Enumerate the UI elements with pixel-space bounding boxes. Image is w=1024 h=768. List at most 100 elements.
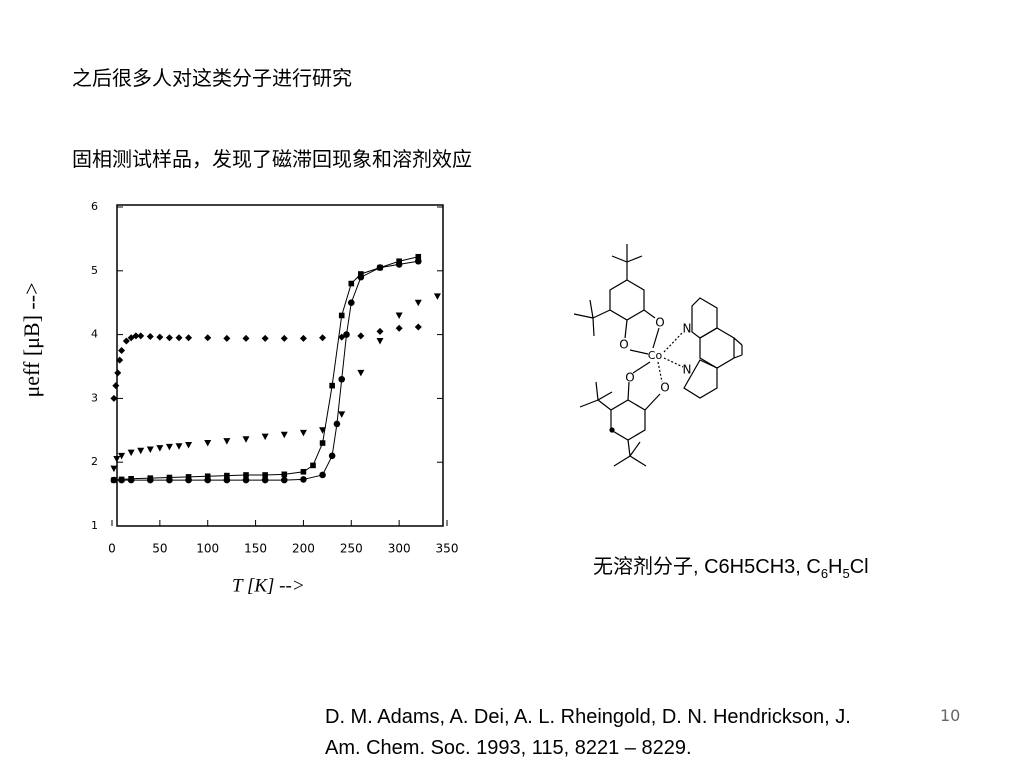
- data-point: [146, 333, 154, 341]
- chart: 1 2 3 4 5 6 0 50 100 150 200 250 300 350 T [K] --> μeff…: [19, 200, 459, 596]
- data-point: [343, 331, 350, 338]
- data-point: [395, 312, 403, 319]
- data-point: [319, 427, 327, 434]
- y-axis-label: μeff [μB] -->: [19, 283, 44, 398]
- caption-sub: 5: [842, 566, 850, 581]
- data-point: [338, 375, 346, 383]
- data-point: [110, 476, 118, 484]
- series-line: [113, 260, 419, 481]
- page-number: 10: [940, 706, 961, 725]
- data-point: [114, 369, 122, 377]
- data-point: [116, 356, 124, 364]
- x-tick-label: 200: [292, 542, 315, 556]
- data-point: [112, 382, 120, 390]
- x-tick-label: 300: [388, 542, 411, 556]
- y-tick-label: 6: [91, 200, 98, 213]
- data-point: [110, 394, 118, 402]
- atom-label: O: [655, 316, 664, 330]
- atom-label: O: [660, 381, 669, 395]
- atom-label: O: [619, 338, 628, 352]
- data-point: [310, 462, 316, 469]
- x-tick-label: 0: [108, 542, 116, 556]
- data-point: [280, 334, 288, 342]
- data-point: [433, 293, 441, 300]
- data-point: [261, 476, 269, 484]
- data-point: [300, 468, 307, 475]
- data-point: [415, 253, 422, 260]
- reference-line: Am. Chem. Soc. 1993, 115, 8221 – 8229.: [325, 737, 692, 759]
- x-tick-label: 350: [436, 542, 459, 556]
- data-point: [299, 334, 307, 342]
- data-point: [395, 324, 403, 332]
- x-tick-label: 100: [196, 542, 219, 556]
- data-point: [242, 476, 250, 484]
- data-point: [166, 476, 173, 484]
- data-point: [165, 334, 173, 342]
- data-point: [357, 273, 365, 281]
- data-point: [242, 334, 250, 342]
- plot-frame: [116, 204, 444, 527]
- molecule: O O Co N N O O: [573, 244, 743, 467]
- data-point: [414, 323, 422, 331]
- data-point: [122, 337, 130, 345]
- data-point: [146, 446, 154, 453]
- atom-label: N: [683, 322, 692, 336]
- data-point: [348, 280, 355, 287]
- data-point: [127, 334, 135, 342]
- y-tick-label: 4: [91, 328, 98, 341]
- data-point: [118, 347, 126, 355]
- data-point: [338, 333, 346, 341]
- data-point: [329, 382, 335, 389]
- data-point: [204, 476, 212, 484]
- data-point: [319, 471, 326, 479]
- data-point: [319, 334, 327, 342]
- data-point: [299, 429, 307, 437]
- caption-text: 无溶剂分子, C6H5CH3, C: [593, 556, 821, 578]
- data-point: [376, 337, 384, 345]
- caption-text: H: [828, 556, 843, 578]
- caption: 无溶剂分子, C6H5CH3, C6H5Cl: [593, 550, 869, 581]
- data-point: [338, 312, 345, 319]
- data-point: [414, 257, 422, 265]
- subheading: 固相测试样品，发现了磁滞回现象和溶剂效应: [72, 147, 472, 171]
- data-point: [156, 333, 164, 341]
- data-point: [132, 332, 140, 340]
- data-point: [223, 476, 231, 484]
- data-point: [280, 476, 288, 484]
- x-axis-label: T [K] -->: [232, 575, 305, 596]
- y-tick-label: 1: [91, 519, 98, 532]
- data-point: [118, 476, 125, 484]
- x-tick-label: 50: [152, 542, 167, 556]
- data-point: [261, 433, 269, 441]
- data-point: [127, 476, 135, 484]
- data-point: [118, 452, 126, 460]
- atom-label: Co: [648, 349, 663, 362]
- y-tick-label: 2: [91, 455, 98, 468]
- data-point: [137, 447, 145, 455]
- heading: 之后很多人对这类分子进行研究: [72, 66, 352, 90]
- data-point: [357, 332, 365, 340]
- data-point: [243, 472, 249, 478]
- data-point: [165, 443, 173, 451]
- data-point: [185, 476, 192, 484]
- data-point: [280, 431, 288, 439]
- data-point: [357, 369, 365, 377]
- data-point: [146, 476, 154, 484]
- data-point: [185, 334, 193, 342]
- data-point: [137, 332, 145, 340]
- data-point: [414, 299, 422, 307]
- data-point: [300, 476, 307, 483]
- reference-line: D. M. Adams, A. Dei, A. L. Rheingold, D.…: [325, 706, 851, 728]
- data-point: [224, 472, 230, 479]
- data-point: [338, 411, 346, 418]
- x-tick-label: 150: [244, 542, 267, 556]
- data-point: [110, 465, 118, 473]
- data-point: [185, 441, 193, 449]
- data-point: [262, 472, 268, 478]
- data-point: [223, 334, 231, 342]
- data-point: [223, 438, 231, 445]
- data-point: [395, 261, 403, 268]
- data-point: [113, 456, 121, 463]
- atom-label: N: [683, 363, 692, 377]
